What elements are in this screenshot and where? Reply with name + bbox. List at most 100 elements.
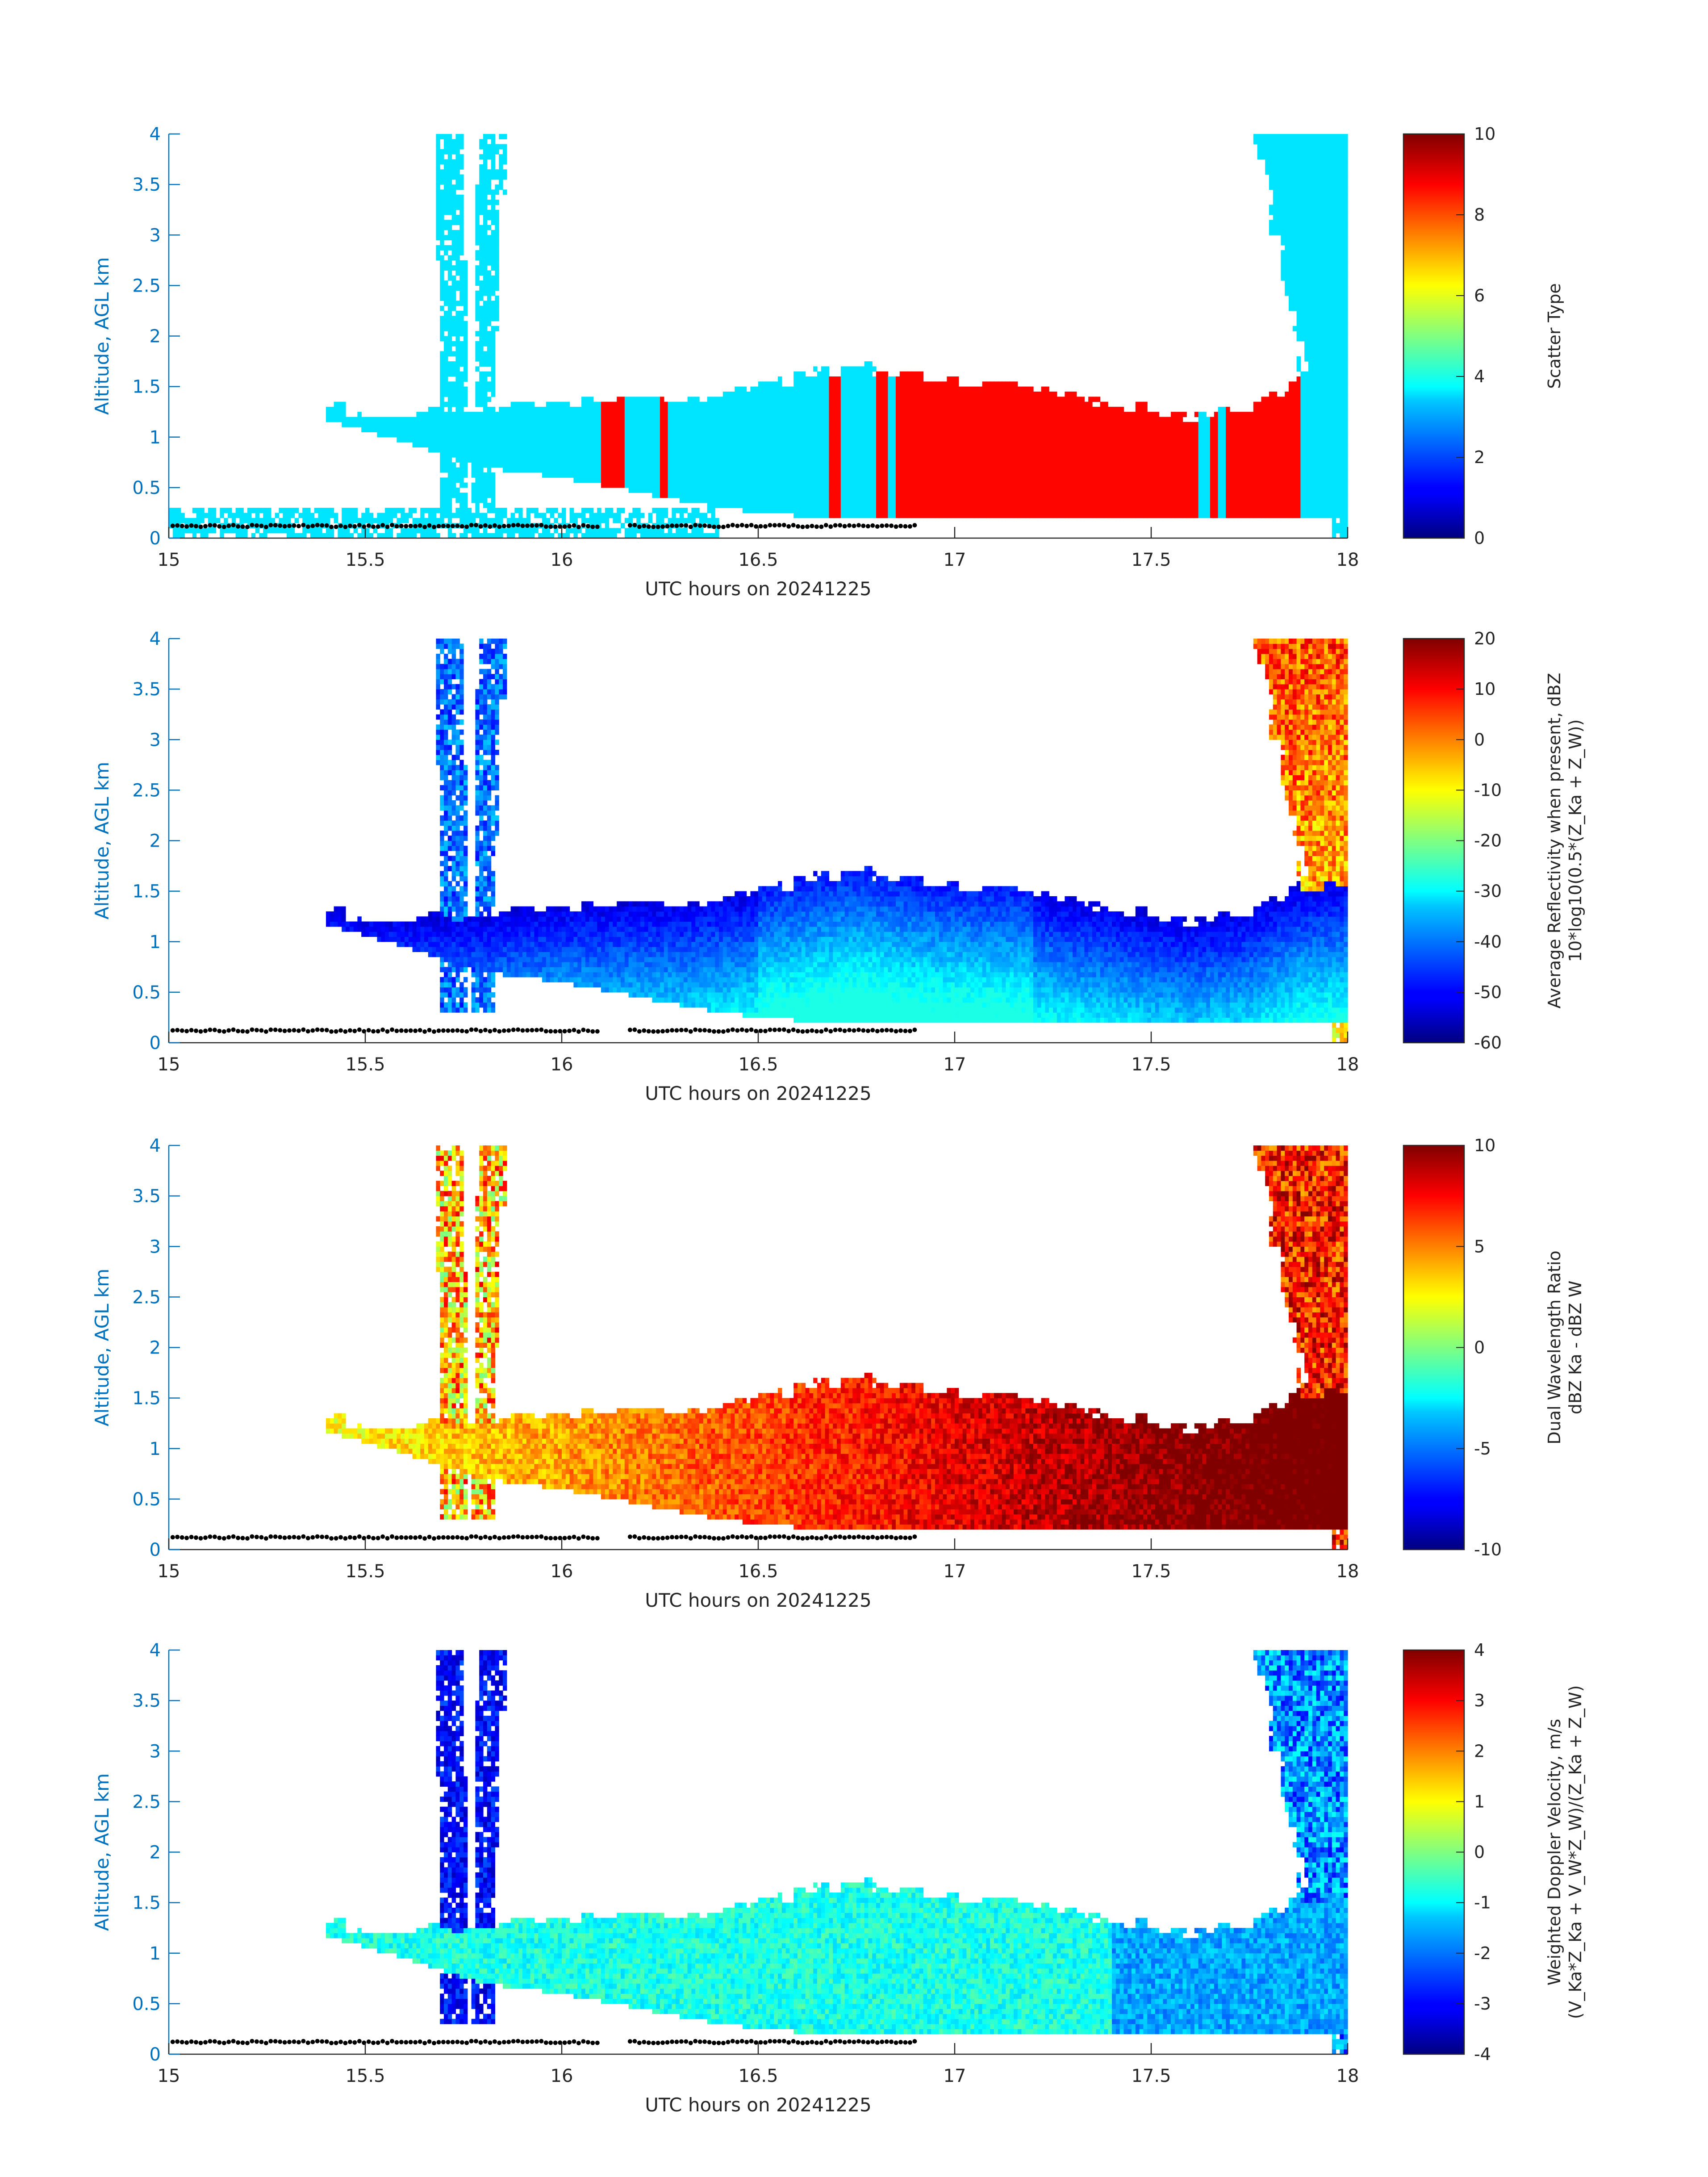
heatmap-cell: [864, 513, 869, 518]
heatmap-cell: [735, 493, 739, 498]
heatmap-cell: [636, 407, 640, 412]
heatmap-cell: [1041, 402, 1045, 407]
heatmap-cell: [1065, 412, 1069, 417]
heatmap-cell: [1002, 452, 1006, 458]
heatmap-cell: [448, 432, 452, 437]
heatmap-cell: [570, 457, 574, 463]
heatmap-cell: [459, 457, 464, 463]
heatmap-cell: [436, 508, 440, 513]
heatmap-cell: [892, 402, 896, 407]
heatmap-cell: [1033, 427, 1037, 432]
heatmap-cell: [884, 372, 888, 377]
heatmap-cell: [558, 427, 562, 432]
heatmap-cell: [448, 387, 452, 392]
heatmap-cell: [703, 488, 707, 493]
heatmap-cell: [503, 149, 507, 155]
heatmap-cell: [770, 472, 774, 478]
heatmap-cell: [963, 447, 967, 452]
heatmap-cell: [888, 412, 892, 417]
heatmap-cell: [668, 447, 672, 452]
heatmap-cell: [892, 397, 896, 402]
heatmap-cell: [711, 457, 715, 463]
heatmap-cell: [1006, 488, 1010, 493]
heatmap-cell: [782, 447, 786, 452]
heatmap-cell: [852, 427, 856, 432]
heatmap-cell: [743, 488, 747, 493]
heatmap-cell: [180, 518, 184, 523]
heatmap-cell: [695, 498, 699, 503]
heatmap-cell: [413, 442, 417, 447]
heatmap-cell: [915, 493, 919, 498]
heatmap-cell: [872, 376, 876, 382]
heatmap-cell: [739, 468, 743, 473]
heatmap-cell: [806, 508, 810, 513]
heatmap-cell: [715, 427, 719, 432]
heatmap-cell: [688, 427, 692, 432]
heatmap-cell: [974, 462, 978, 468]
heatmap-cell: [856, 457, 860, 463]
heatmap-cell: [338, 402, 342, 407]
heatmap-cell: [440, 498, 444, 503]
heatmap-cell: [558, 422, 562, 427]
heatmap-cell: [699, 437, 703, 443]
heatmap-cell: [405, 422, 409, 427]
heatmap-cell: [640, 427, 644, 432]
heatmap-cell: [342, 402, 346, 407]
heatmap-cell: [703, 427, 707, 432]
heatmap-cell: [727, 462, 731, 468]
heatmap-cell: [455, 270, 459, 276]
heatmap-cell: [664, 452, 668, 458]
heatmap-cell: [534, 407, 538, 412]
heatmap-cell: [538, 513, 542, 518]
heatmap-cell: [322, 513, 326, 518]
heatmap-cell: [459, 220, 464, 225]
heatmap-cell: [1022, 477, 1026, 483]
heatmap-cell: [609, 513, 613, 518]
heatmap-cell: [778, 462, 782, 468]
heatmap-cell: [806, 493, 810, 498]
heatmap-cell: [1045, 488, 1049, 493]
heatmap-cell: [860, 437, 864, 443]
heatmap-cell: [821, 493, 825, 498]
heatmap-cell: [416, 518, 420, 523]
heatmap-cell: [436, 195, 440, 200]
heatmap-cell: [416, 442, 420, 447]
heatmap-cell: [923, 468, 927, 473]
heatmap-cell: [581, 437, 585, 443]
heatmap-cell: [455, 493, 459, 498]
heatmap-cell: [459, 139, 464, 144]
heatmap-cell: [342, 508, 346, 513]
heatmap-cell: [479, 189, 483, 195]
heatmap-cell: [228, 508, 232, 513]
heatmap-cell: [688, 402, 692, 407]
heatmap-cell: [825, 392, 829, 397]
heatmap-cell: [959, 387, 963, 392]
heatmap-cell: [570, 412, 574, 417]
heatmap-cell: [483, 387, 487, 392]
heatmap-cell: [986, 402, 990, 407]
heatmap-cell: [526, 427, 530, 432]
heatmap-cell: [1061, 472, 1065, 478]
heatmap-cell: [640, 437, 644, 443]
heatmap-cell: [1057, 407, 1061, 412]
heatmap-cell: [923, 508, 927, 513]
heatmap-cell: [420, 437, 424, 443]
heatmap-cell: [719, 488, 723, 493]
heatmap-cell: [892, 493, 896, 498]
heatmap-cell: [436, 230, 440, 235]
heatmap-cell: [589, 447, 593, 452]
heatmap-cell: [1049, 432, 1053, 437]
heatmap-cell: [668, 472, 672, 478]
heatmap-cell: [459, 276, 464, 281]
heatmap-cell: [974, 513, 978, 518]
heatmap-cell: [581, 402, 585, 407]
heatmap-cell: [778, 402, 782, 407]
heatmap-cell: [951, 387, 955, 392]
heatmap-cell: [436, 220, 440, 225]
heatmap-cell: [577, 422, 581, 427]
heatmap-cell: [632, 417, 636, 422]
heatmap-cell: [562, 508, 566, 513]
heatmap-cell: [739, 422, 743, 427]
heatmap-cell: [947, 407, 951, 412]
heatmap-cell: [1045, 498, 1049, 503]
